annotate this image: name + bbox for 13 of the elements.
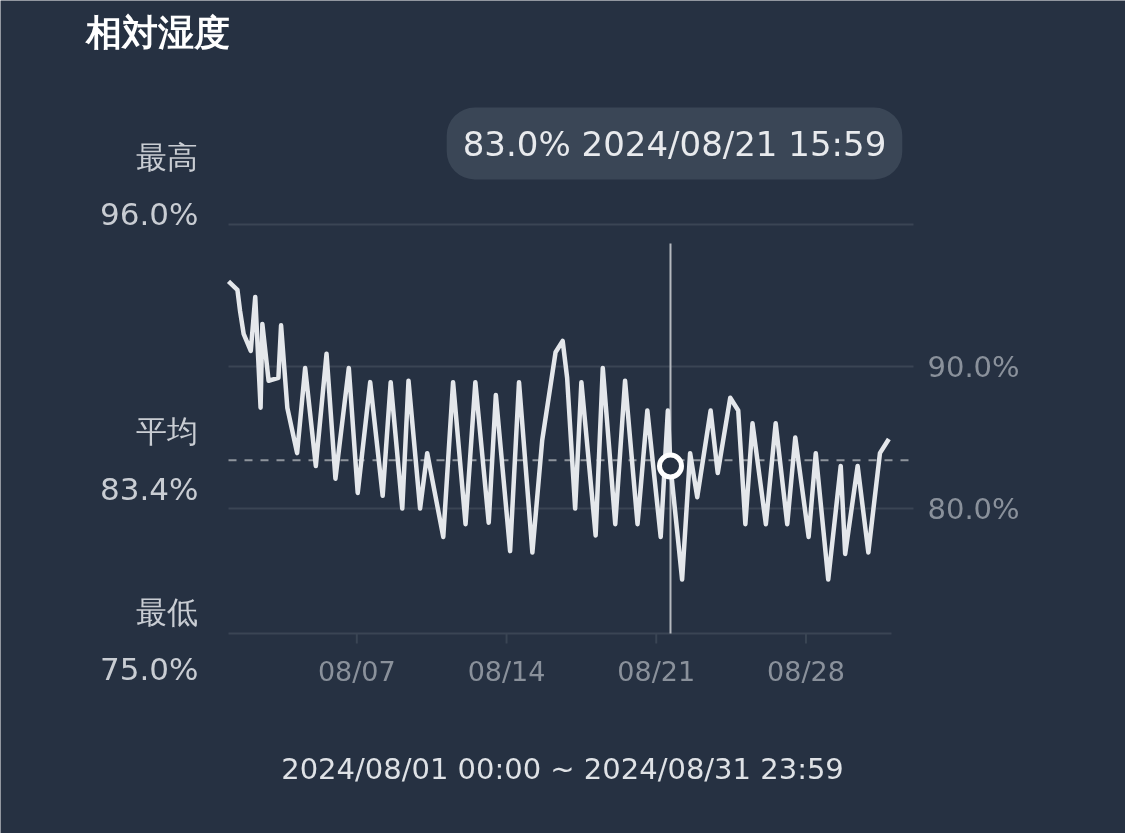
ref-line-label: 平均 83.4% [100, 413, 199, 508]
x-tick-label: 08/21 [617, 655, 696, 687]
text: 最高 96.0% [100, 138, 199, 233]
line-series [226, 279, 892, 582]
x-tick-label: 08/07 [317, 655, 396, 687]
x-tick-label: 08/28 [767, 655, 845, 687]
text: 83.0% 2024/08/21 15:59 [462, 123, 887, 164]
x-tick-label: 08/14 [467, 655, 546, 687]
y-tick-label: 90.0% [927, 349, 1020, 384]
text: 2024/08/01 00:00 ~ 2024/08/31 23:59 [281, 751, 844, 786]
chart-title: 相対湿度 [84, 12, 230, 53]
y-tick-label: 80.0% [927, 491, 1020, 526]
text: 最低 75.0% [100, 593, 199, 688]
